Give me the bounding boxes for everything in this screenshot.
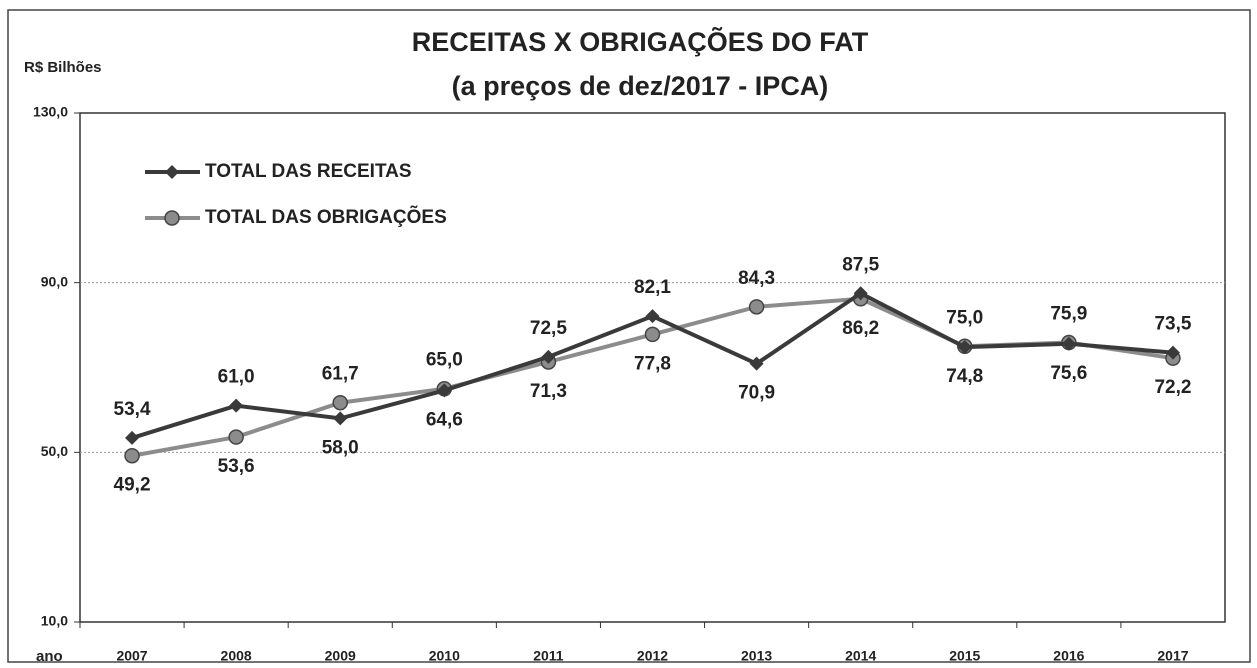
marker	[644, 326, 661, 343]
x-tick-label: 2015	[949, 648, 980, 664]
value-label: 70,9	[738, 383, 775, 404]
marker	[437, 383, 452, 398]
x-tick-label: 2012	[637, 648, 668, 664]
x-tick-label: 2014	[845, 648, 876, 664]
plot-area	[79, 112, 1226, 623]
x-tick-label: 2017	[1157, 648, 1188, 664]
x-tick-label: 2011	[533, 648, 564, 664]
value-label: 61,0	[218, 367, 255, 388]
value-label: 58,0	[322, 437, 359, 458]
marker	[748, 299, 765, 315]
y-tick-label: 130,0	[33, 104, 68, 120]
y-tick-label: 50,0	[41, 443, 68, 459]
value-label: 75,0	[946, 307, 983, 328]
marker	[124, 447, 140, 464]
x-tick-label: 2016	[1053, 648, 1084, 664]
y-axis-label: R$ Bilhões	[24, 59, 102, 76]
value-label: 71,3	[530, 381, 567, 402]
value-label: 53,4	[114, 399, 151, 420]
value-label: 77,8	[634, 353, 671, 374]
marker	[645, 309, 660, 324]
x-tick-label: 2013	[741, 648, 772, 664]
value-label: 72,5	[530, 318, 567, 339]
x-tick-label: 2008	[221, 648, 252, 664]
marker	[541, 349, 556, 364]
value-label: 72,2	[1154, 377, 1191, 398]
marker	[228, 429, 244, 445]
marker	[957, 340, 972, 355]
marker	[333, 411, 348, 426]
chart-title: RECEITAS X OBRIGAÇÕES DO FAT	[412, 26, 869, 57]
value-label: 64,6	[426, 409, 463, 430]
chart-subtitle: (a preços de dez/2017 - IPCA)	[452, 71, 829, 101]
frame	[7, 9, 1251, 663]
legend-label: TOTAL DAS RECEITAS	[205, 161, 412, 182]
legend-label: TOTAL DAS OBRIGAÇÕES	[205, 206, 447, 228]
x-tick-label: 2009	[325, 648, 356, 664]
value-label: 65,0	[426, 350, 463, 371]
marker	[332, 394, 348, 411]
value-label: 74,8	[946, 366, 983, 387]
marker	[229, 398, 244, 413]
x-tick-label: 2007	[116, 648, 147, 664]
x-axis-label: ano	[36, 648, 63, 665]
value-label: 84,3	[738, 268, 775, 289]
value-label: 49,2	[114, 475, 151, 496]
y-tick-label: 10,0	[41, 613, 68, 629]
marker	[853, 286, 868, 301]
marker	[1165, 345, 1180, 360]
value-label: 87,5	[842, 254, 879, 275]
value-label: 73,5	[1154, 314, 1191, 335]
value-label: 75,9	[1050, 303, 1087, 324]
value-label: 86,2	[842, 318, 879, 339]
value-label: 75,6	[1050, 363, 1087, 384]
value-label: 82,1	[634, 277, 671, 298]
marker	[164, 210, 180, 226]
marker	[125, 430, 140, 445]
value-label: 61,7	[322, 364, 359, 385]
value-label: 53,6	[218, 456, 255, 477]
y-tick-label: 90,0	[41, 273, 68, 289]
marker	[1061, 336, 1076, 351]
marker	[165, 165, 179, 179]
x-tick-label: 2010	[429, 648, 460, 664]
marker	[749, 356, 764, 371]
